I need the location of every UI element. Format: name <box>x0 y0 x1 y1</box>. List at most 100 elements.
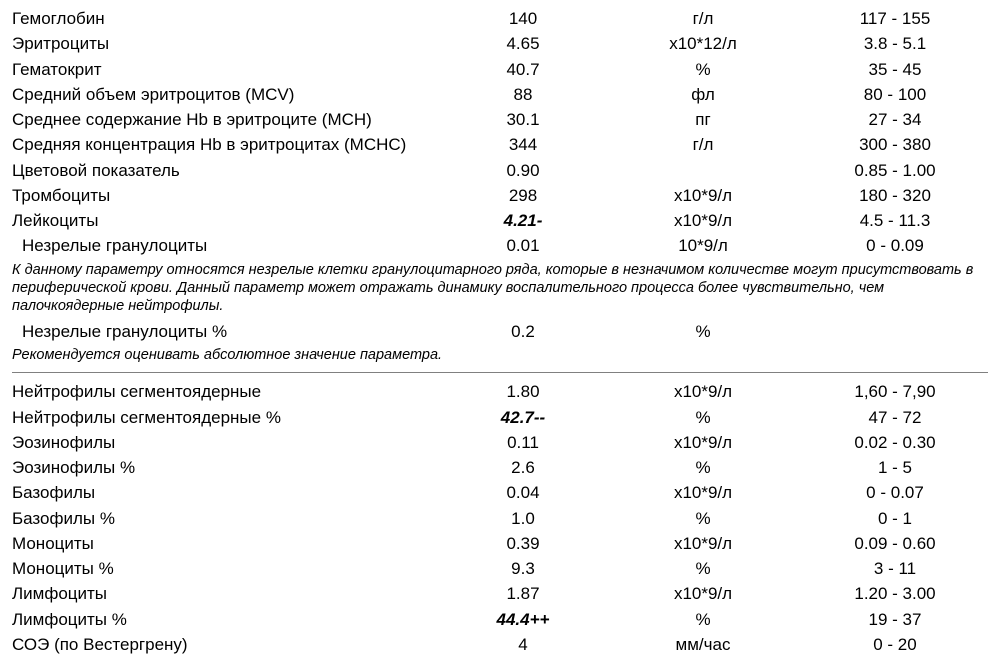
parameter-name: Лимфоциты <box>8 583 438 604</box>
parameter-range: 0 - 0.07 <box>798 482 992 503</box>
parameter-unit: х10*12/л <box>608 33 798 54</box>
parameter-name: Базофилы % <box>8 508 438 529</box>
result-row: Эритроциты4.65х10*12/л3.8 - 5.1 <box>8 31 992 56</box>
parameter-value: 344 <box>438 134 608 155</box>
parameter-range: 19 - 37 <box>798 609 992 630</box>
parameter-value: 140 <box>438 8 608 29</box>
parameter-unit: % <box>608 321 798 342</box>
parameter-unit: фл <box>608 84 798 105</box>
result-row: Гемоглобин140г/л117 - 155 <box>8 6 992 31</box>
parameter-range: 35 - 45 <box>798 59 992 80</box>
parameter-range: 4.5 - 11.3 <box>798 210 992 231</box>
parameter-value: 4 <box>438 634 608 655</box>
parameter-value: 298 <box>438 185 608 206</box>
result-row: Среднее содержание Hb в эритроците (MCH)… <box>8 107 992 132</box>
parameter-value: 40.7 <box>438 59 608 80</box>
parameter-value: 1.0 <box>438 508 608 529</box>
parameter-value: 88 <box>438 84 608 105</box>
parameter-range: 180 - 320 <box>798 185 992 206</box>
note-immature-granulocytes: К данному параметру относятся незрелые к… <box>8 259 992 319</box>
parameter-range: 3.8 - 5.1 <box>798 33 992 54</box>
parameter-value: 0.04 <box>438 482 608 503</box>
parameter-value: 2.6 <box>438 457 608 478</box>
note-absolute-value: Рекомендуется оценивать абсолютное значе… <box>8 344 992 368</box>
parameter-name: Моноциты % <box>8 558 438 579</box>
parameter-range: 300 - 380 <box>798 134 992 155</box>
parameter-range: 0.09 - 0.60 <box>798 533 992 554</box>
parameter-name: Незрелые гранулоциты <box>8 235 438 256</box>
parameter-value: 30.1 <box>438 109 608 130</box>
parameter-range: 1 - 5 <box>798 457 992 478</box>
result-row: Гематокрит40.7%35 - 45 <box>8 57 992 82</box>
result-row: Лимфоциты %44.4++%19 - 37 <box>8 607 992 632</box>
parameter-range: 3 - 11 <box>798 558 992 579</box>
parameter-name: Лимфоциты % <box>8 609 438 630</box>
result-row: Эозинофилы %2.6%1 - 5 <box>8 455 992 480</box>
result-row: Эозинофилы0.11х10*9/л0.02 - 0.30 <box>8 430 992 455</box>
section-divider <box>12 372 988 373</box>
parameter-name: Гемоглобин <box>8 8 438 29</box>
result-row: Средний объем эритроцитов (MCV)88фл80 - … <box>8 82 992 107</box>
result-row: Незрелые гранулоциты0.0110*9/л0 - 0.09 <box>8 233 992 258</box>
results-section-top: Гемоглобин140г/л117 - 155Эритроциты4.65х… <box>8 6 992 259</box>
parameter-value: 0.90 <box>438 160 608 181</box>
parameter-value: 42.7-- <box>438 407 608 428</box>
results-section-bottom: Нейтрофилы сегментоядерные1.80х10*9/л1,6… <box>8 379 992 657</box>
parameter-name: Незрелые гранулоциты % <box>8 321 438 342</box>
parameter-unit: % <box>608 609 798 630</box>
parameter-range: 0.02 - 0.30 <box>798 432 992 453</box>
parameter-value: 0.39 <box>438 533 608 554</box>
parameter-unit: % <box>608 59 798 80</box>
result-row: Тромбоциты298х10*9/л180 - 320 <box>8 183 992 208</box>
parameter-unit: х10*9/л <box>608 583 798 604</box>
parameter-unit: х10*9/л <box>608 381 798 402</box>
parameter-value: 1.87 <box>438 583 608 604</box>
parameter-unit: х10*9/л <box>608 533 798 554</box>
parameter-range: 117 - 155 <box>798 8 992 29</box>
parameter-value: 0.11 <box>438 432 608 453</box>
parameter-range: 0 - 1 <box>798 508 992 529</box>
parameter-value: 9.3 <box>438 558 608 579</box>
parameter-unit: х10*9/л <box>608 432 798 453</box>
parameter-name: Гематокрит <box>8 59 438 80</box>
parameter-range: 0 - 0.09 <box>798 235 992 256</box>
parameter-range: 80 - 100 <box>798 84 992 105</box>
result-row: Лейкоциты4.21-х10*9/л4.5 - 11.3 <box>8 208 992 233</box>
parameter-name: Моноциты <box>8 533 438 554</box>
parameter-range: 1,60 - 7,90 <box>798 381 992 402</box>
parameter-unit: х10*9/л <box>608 210 798 231</box>
parameter-value: 4.21- <box>438 210 608 231</box>
parameter-name: Средний объем эритроцитов (MCV) <box>8 84 438 105</box>
result-row: Нейтрофилы сегментоядерные1.80х10*9/л1,6… <box>8 379 992 404</box>
parameter-range: 27 - 34 <box>798 109 992 130</box>
parameter-name: Эозинофилы % <box>8 457 438 478</box>
parameter-name: Среднее содержание Hb в эритроците (MCH) <box>8 109 438 130</box>
results-section-mid: Незрелые гранулоциты %0.2% <box>8 319 992 344</box>
result-row: Нейтрофилы сегментоядерные %42.7--%47 - … <box>8 405 992 430</box>
parameter-range: 0.85 - 1.00 <box>798 160 992 181</box>
parameter-range: 47 - 72 <box>798 407 992 428</box>
parameter-name: Базофилы <box>8 482 438 503</box>
parameter-name: Цветовой показатель <box>8 160 438 181</box>
result-row: Базофилы0.04х10*9/л0 - 0.07 <box>8 480 992 505</box>
parameter-value: 0.01 <box>438 235 608 256</box>
parameter-name: Лейкоциты <box>8 210 438 231</box>
result-row: СОЭ (по Вестергрену)4мм/час0 - 20 <box>8 632 992 657</box>
parameter-range: 1.20 - 3.00 <box>798 583 992 604</box>
result-row: Базофилы %1.0%0 - 1 <box>8 506 992 531</box>
parameter-unit: г/л <box>608 134 798 155</box>
parameter-value: 4.65 <box>438 33 608 54</box>
result-row: Цветовой показатель0.90 0.85 - 1.00 <box>8 158 992 183</box>
parameter-value: 1.80 <box>438 381 608 402</box>
parameter-name: Нейтрофилы сегментоядерные <box>8 381 438 402</box>
parameter-unit: % <box>608 457 798 478</box>
parameter-range: 0 - 20 <box>798 634 992 655</box>
parameter-name: Эритроциты <box>8 33 438 54</box>
parameter-value: 0.2 <box>438 321 608 342</box>
parameter-name: Тромбоциты <box>8 185 438 206</box>
parameter-unit: пг <box>608 109 798 130</box>
result-row: Незрелые гранулоциты %0.2% <box>8 319 992 344</box>
parameter-name: СОЭ (по Вестергрену) <box>8 634 438 655</box>
parameter-value: 44.4++ <box>438 609 608 630</box>
result-row: Моноциты %9.3%3 - 11 <box>8 556 992 581</box>
